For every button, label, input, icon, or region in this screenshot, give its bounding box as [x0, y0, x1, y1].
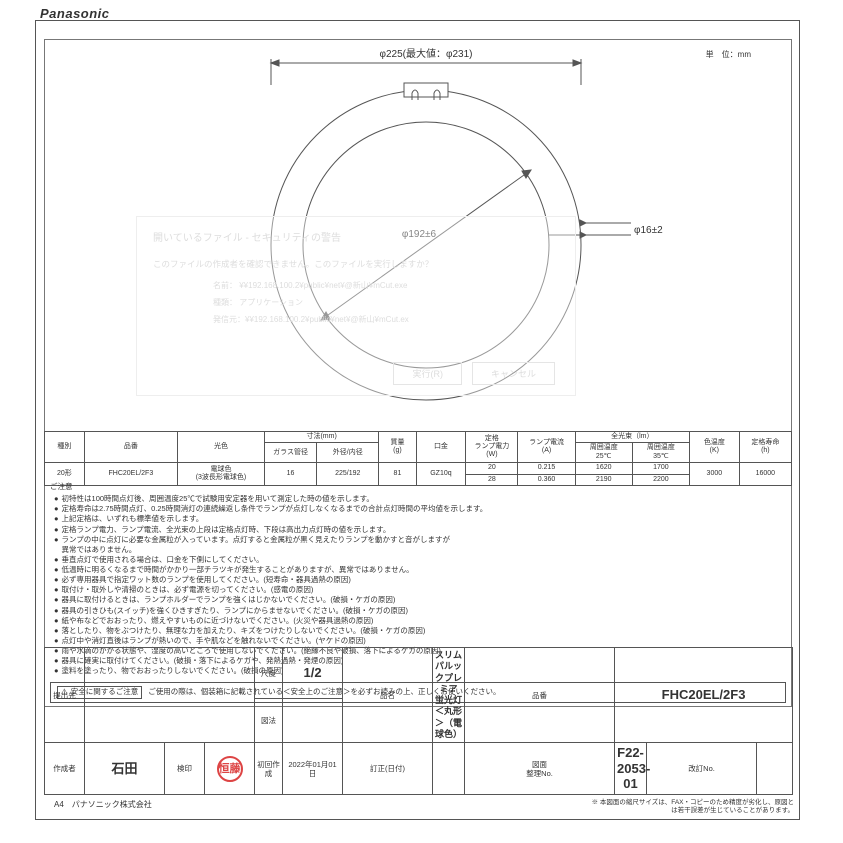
note-item: 初特性は100時間点灯後、周囲温度25℃で試験用安定器を用いて測定した時の値を示… — [54, 494, 786, 504]
note-item: 定格寿命は2.75時間点灯、0.25時間消灯の連続繰返し条件でランプが点灯しなく… — [54, 504, 786, 514]
v-revno — [757, 743, 793, 795]
dim-outer-text: φ225(最大値：φ231) — [380, 47, 473, 60]
h-kind: 種別 — [45, 432, 85, 463]
c-a1: 0.215 — [518, 463, 575, 474]
h-part: 品番 — [84, 432, 177, 463]
note-item: 落としたり、物をぶつけたり、無理な力を加えたり、キズをつけたりしないでください。… — [54, 626, 786, 636]
h-life: 定格寿命(h) — [739, 432, 791, 463]
v-dest — [85, 648, 255, 743]
l-created: 初回作成 — [255, 743, 283, 795]
spec-table: 種別 品番 光色 寸法(mm) 質量(g) 口金 定格ランプ電力(W) ランプ電… — [44, 431, 792, 486]
dim-tube-text: φ16±2 — [634, 225, 663, 236]
note-item: 紙や布などでおおったり、燃えやすいものに近づけないでください。(火災や器具過熱の… — [54, 616, 786, 626]
l-dest: 提出先 — [45, 648, 85, 743]
drawing-sheet: 単 位：mm — [35, 20, 800, 820]
note-item: ランプの中に点灯に必要な金属粒が入っています。点灯すると金属粒が黒く見えたりラン… — [54, 535, 786, 555]
stamp-cell: 恒藤 — [205, 743, 255, 795]
v-part: FHC20EL/2F3 — [615, 648, 793, 743]
h-current: ランプ電流(A) — [518, 432, 575, 463]
l-part: 品番 — [465, 648, 615, 743]
h-flux: 全光束（lm） — [575, 432, 689, 443]
l-author: 作成者 — [45, 743, 85, 795]
note-item: 取付け・取外しや清掃のときは、必ず電源を切ってください。(感電の原因) — [54, 585, 786, 595]
l-stamp: 検印 — [165, 743, 205, 795]
note-item: 定格ランプ電力、ランプ電流、全光束の上段は定格点灯時、下段は高出力点灯時の値を示… — [54, 525, 786, 535]
v-author: 石田 — [85, 743, 165, 795]
h-od: 外径/内径 — [317, 443, 379, 463]
v-scale: 1/2 — [283, 648, 343, 699]
l-docno: 図面整理No. — [465, 743, 615, 795]
title-block: 提出先 尺度 1/2 品名 スリムパルックプレミア蛍光灯＜丸形＞（電球色） 品番… — [44, 647, 792, 795]
product-diagram: φ225(最大値：φ231) φ192±6 φ16±2 — [156, 45, 696, 415]
footer-right: ※ 本図面の縮尺サイズは、FAX・コピーのため精度が劣化し、原図とは若干誤差が生… — [592, 799, 794, 815]
note-item: 上記定格は、いずれも標準値を示します。 — [54, 514, 786, 524]
l-name: 品名 — [343, 648, 433, 743]
h-f25: 周囲温度25℃ — [575, 443, 632, 463]
note-item: 器具の引きひも(スイッチ)を強くひきすぎたり、ランプにからませないでください。(… — [54, 606, 786, 616]
approval-stamp: 恒藤 — [217, 756, 243, 782]
dim-inner-text: φ192±6 — [402, 229, 437, 240]
brand-logo: Panasonic — [40, 6, 110, 21]
h-mass: 質量(g) — [379, 432, 416, 463]
c-w1: 20 — [466, 463, 518, 474]
v-docno: F22-2053-01 — [615, 743, 647, 795]
footer: A4 パナソニック株式会社 ※ 本図面の縮尺サイズは、FAX・コピーのため精度が… — [54, 799, 794, 815]
h-color: 光色 — [177, 432, 264, 463]
note-item: 器具に取付けるときは、ランプホルダーでランプを強くはじかないでください。(破損・… — [54, 595, 786, 605]
h-cct: 色温度(K) — [689, 432, 739, 463]
h-dim: 寸法(mm) — [264, 432, 378, 443]
l-rev: 訂正(日付) — [343, 743, 433, 795]
l-revno: 改訂No. — [647, 743, 757, 795]
footer-left: A4 パナソニック株式会社 — [54, 799, 152, 815]
c-lm25-1: 1620 — [575, 463, 632, 474]
h-glass: ガラス管径 — [264, 443, 316, 463]
c-lm35-1: 1700 — [632, 463, 689, 474]
note-item: 必ず専用器具で指定ワット数のランプを使用してください。(短寿命・器具過熱の原因) — [54, 575, 786, 585]
v-created: 2022年01月01日 — [283, 743, 343, 795]
h-base: 口金 — [416, 432, 466, 463]
note-item: 低温時に明るくなるまで時間がかかり一部チラツキが発生することがありますが、異常で… — [54, 565, 786, 575]
note-item: 垂直点灯で使用される場合は、口金を下側にしてください。 — [54, 555, 786, 565]
l-drawing: 図法 — [255, 698, 283, 742]
v-rev — [433, 743, 465, 795]
l-scale: 尺度 — [255, 648, 283, 699]
h-rated: 定格ランプ電力(W) — [466, 432, 518, 463]
note-item: 点灯中や消灯直後はランプが熱いので、手や肌などを触れないでください。(ヤケドの原… — [54, 636, 786, 646]
h-f35: 周囲温度35℃ — [632, 443, 689, 463]
v-name: スリムパルックプレミア蛍光灯＜丸形＞（電球色） — [433, 648, 465, 743]
v-drawing — [283, 698, 343, 742]
notes-title: ご注意 — [50, 482, 786, 492]
